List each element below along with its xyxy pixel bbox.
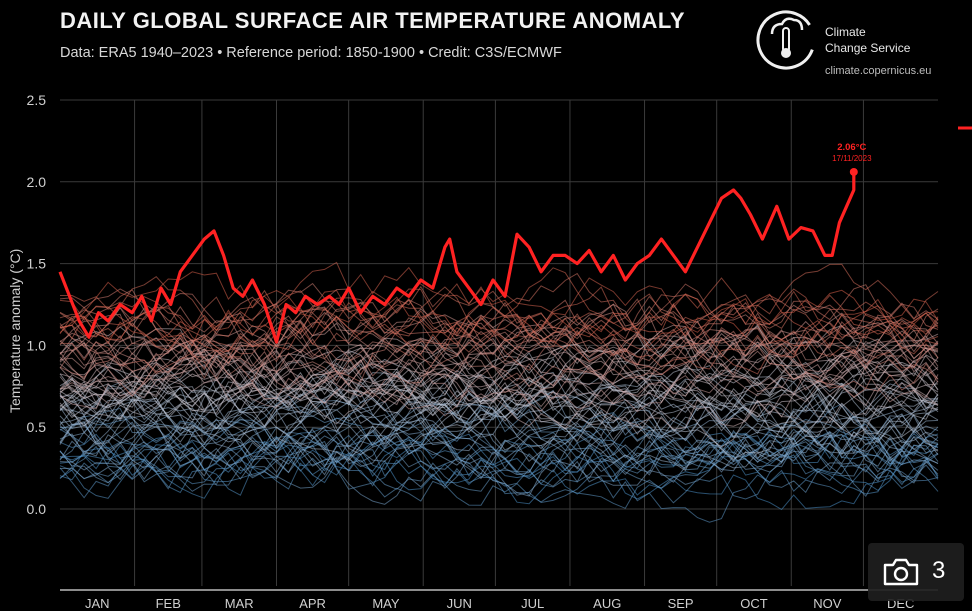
year-series-line [59,361,939,419]
climate-service-logo-icon [756,10,816,70]
year-series-line [59,426,939,498]
year-series-line [59,362,939,426]
x-tick-label: NOV [813,596,842,611]
copernicus-logo[interactable]: Climate Change Service climate.copernicu… [752,4,972,82]
annotation-value: 2.06°C [837,142,866,153]
y-tick-label: 1.5 [27,256,47,272]
year-series-line [59,322,939,387]
year-series-line [59,387,939,472]
x-tick-label: JUN [447,596,472,611]
year-series-line [59,399,939,486]
year-series-line [59,267,939,351]
logo-url: climate.copernicus.eu [825,65,932,77]
series-2023-endpoint [849,167,858,176]
year-series-line [59,369,939,448]
y-tick-label: 2.5 [27,92,47,108]
year-series-line [59,329,939,404]
annotation-date: 17/11/2023 [832,154,872,163]
year-series-line [59,435,939,523]
x-tick-label: SEP [668,596,694,611]
year-series-line [59,426,939,499]
year-series-line [59,286,939,356]
year-series-line [59,271,939,352]
x-tick-label: APR [299,596,326,611]
year-series-line [59,381,939,450]
logo-name: Climate Change Service [825,24,965,56]
year-series-line [59,286,939,370]
series-2023-line [58,172,856,344]
year-series-line [59,261,939,347]
logo-name-line1: Climate [825,25,866,39]
camera-icon [883,558,919,586]
logo-name-line2: Change Service [825,41,911,55]
year-series-line [59,412,939,497]
x-tick-label: JAN [85,596,110,611]
y-tick-label: 1.0 [27,337,47,353]
year-series-line [59,436,939,509]
y-tick-label: 2.0 [27,174,47,190]
year-series-line [59,290,939,348]
year-series-line [59,306,939,376]
x-tick-label: FEB [156,596,181,611]
x-tick-label: JUL [521,596,544,611]
x-tick-label: MAY [372,596,400,611]
year-series-line [59,375,939,460]
x-tick-label: AUG [593,596,621,611]
photo-count-badge[interactable]: 3 [868,543,964,601]
year-series-line [59,324,939,392]
chart-title: DAILY GLOBAL SURFACE AIR TEMPERATURE ANO… [60,8,686,33]
photo-count: 3 [932,557,946,584]
year-series-line [59,302,939,374]
year-series-line [59,288,939,376]
y-tick-label: 0.5 [27,419,47,435]
x-tick-label: OCT [740,596,768,611]
chart-subtitle: Data: ERA5 1940–2023 • Reference period:… [60,45,562,61]
y-tick-label: 0.0 [27,501,47,517]
x-tick-label: MAR [225,596,254,611]
year-series-line [59,333,939,406]
year-series-line [59,306,939,381]
year-series-line [59,290,939,375]
year-series-line [59,327,939,398]
